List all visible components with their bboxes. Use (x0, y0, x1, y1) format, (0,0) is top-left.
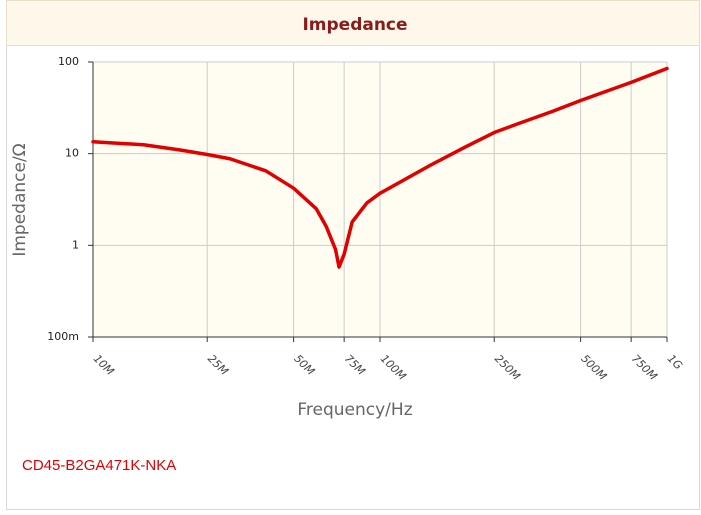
header (6, 0, 700, 46)
y-axis-label: Impedance/Ω (10, 143, 30, 256)
y-tick-label: 100 (58, 55, 79, 68)
y-tick-label: 1 (72, 238, 79, 251)
y-tick-label: 10 (65, 147, 79, 160)
y-tick-label: 100m (47, 330, 79, 343)
x-axis-label: Frequency/Hz (297, 400, 412, 420)
series-line (91, 66, 669, 269)
chart-title: Impedance (302, 15, 407, 35)
legend-label: CD45-B2GA471K-NKA (22, 457, 176, 474)
